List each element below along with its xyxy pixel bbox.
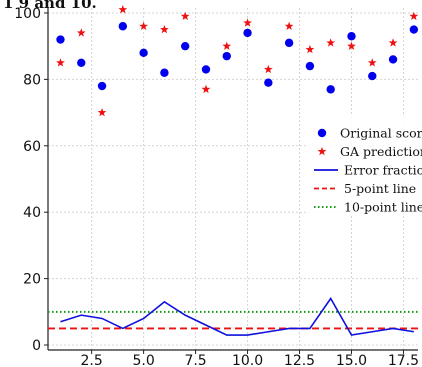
y-tick-label: 0 bbox=[32, 338, 41, 354]
y-tick-label: 60 bbox=[23, 139, 41, 155]
original-score-point bbox=[243, 28, 252, 38]
original-score-point bbox=[284, 38, 294, 48]
legend-swatch-original-score bbox=[317, 128, 327, 138]
original-score-point bbox=[347, 32, 356, 41]
ga-prediction-point bbox=[97, 107, 107, 117]
original-score-point bbox=[201, 65, 211, 74]
x-tick-label: 7.5 bbox=[184, 353, 206, 367]
original-score-point bbox=[56, 35, 65, 44]
ga-prediction-point bbox=[201, 84, 211, 94]
legend-label-ga-prediction: GA prediction bbox=[340, 144, 422, 159]
original-score-point bbox=[326, 85, 335, 94]
axes: 2.5 5.0 7.5 10.0 12.5 15.0 17.5 0 20 40 60 80 100 bbox=[14, 6, 419, 367]
ga-prediction-point bbox=[222, 41, 232, 50]
original-score-point bbox=[222, 51, 231, 61]
top-caption: 1 9 and 10. bbox=[3, 0, 97, 12]
original-score-point bbox=[388, 55, 398, 64]
ga-prediction-point bbox=[388, 38, 398, 47]
original-score-point bbox=[77, 58, 86, 67]
ga-prediction-point bbox=[180, 11, 190, 21]
y-tick-label: 20 bbox=[23, 272, 41, 288]
y-tick-label: 100 bbox=[14, 6, 41, 22]
ga-prediction-point bbox=[284, 21, 294, 30]
original-score-point bbox=[160, 68, 169, 77]
ga-prediction-point bbox=[263, 64, 273, 74]
ga-prediction-point bbox=[347, 41, 356, 50]
legend-label-5-point-line: 5-point line bbox=[344, 181, 416, 196]
y-tick-label: 80 bbox=[23, 72, 41, 88]
original-score-point bbox=[139, 48, 148, 58]
original-score-point bbox=[180, 41, 190, 51]
x-tick-label: 15.0 bbox=[336, 353, 367, 367]
x-tick-label: 10.0 bbox=[232, 353, 263, 367]
ga-prediction-point bbox=[243, 18, 252, 27]
ga-prediction-point bbox=[326, 38, 336, 47]
legend-label-error-fraction: Error fraction bbox=[344, 163, 422, 178]
x-tick-label: 5.0 bbox=[132, 353, 154, 367]
x-tick-label: 17.5 bbox=[388, 353, 419, 367]
ga-prediction-point bbox=[367, 58, 377, 67]
ga-prediction-point bbox=[160, 24, 169, 34]
original-score-point bbox=[97, 81, 107, 91]
ga-prediction-point bbox=[139, 21, 148, 30]
original-score-point bbox=[264, 78, 273, 87]
original-score-point bbox=[118, 22, 128, 31]
x-tick-label: 2.5 bbox=[81, 353, 103, 367]
legend-box bbox=[308, 115, 422, 215]
legend-label-original-score: Original score bbox=[340, 126, 422, 141]
marks bbox=[48, 5, 419, 336]
ga-prediction-point bbox=[56, 58, 65, 67]
original-score-point bbox=[368, 71, 377, 81]
ga-prediction-point bbox=[409, 11, 419, 21]
y-tick-label: 40 bbox=[23, 205, 41, 221]
ga-prediction-point bbox=[305, 44, 315, 54]
error-fraction-line bbox=[60, 297, 414, 336]
legend-swatch-ga-prediction bbox=[317, 146, 327, 156]
original-score-point bbox=[409, 25, 419, 34]
ga-prediction-point bbox=[76, 28, 86, 37]
ga-prediction-point bbox=[118, 5, 128, 14]
legend: Original score GA prediction Error fractio… bbox=[308, 115, 422, 215]
original-score-point bbox=[305, 61, 315, 71]
legend-label-10-point-line: 10-point line bbox=[344, 200, 422, 215]
x-tick-label: 12.5 bbox=[284, 353, 315, 367]
